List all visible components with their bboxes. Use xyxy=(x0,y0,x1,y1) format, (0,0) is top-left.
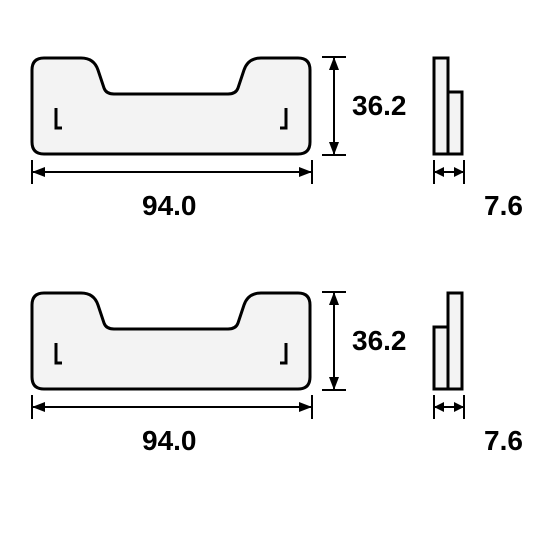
dim-top-thickness xyxy=(428,156,478,216)
pad-top-front xyxy=(26,50,316,164)
pad-bottom-side xyxy=(430,285,470,399)
dim-top-thickness-label: 7.6 xyxy=(484,190,523,222)
dim-bottom-thickness xyxy=(428,391,478,451)
brake-pad-diagram: 36.2 94.0 7.6 36.2 xyxy=(0,0,560,543)
pad-bottom-front xyxy=(26,285,316,399)
dim-top-height-label: 36.2 xyxy=(352,90,407,122)
dim-bottom-thickness-label: 7.6 xyxy=(484,425,523,457)
dim-top-width-label: 94.0 xyxy=(142,190,197,222)
dim-bottom-width-label: 94.0 xyxy=(142,425,197,457)
dim-bottom-height-label: 36.2 xyxy=(352,325,407,357)
pad-top-side xyxy=(430,50,470,164)
